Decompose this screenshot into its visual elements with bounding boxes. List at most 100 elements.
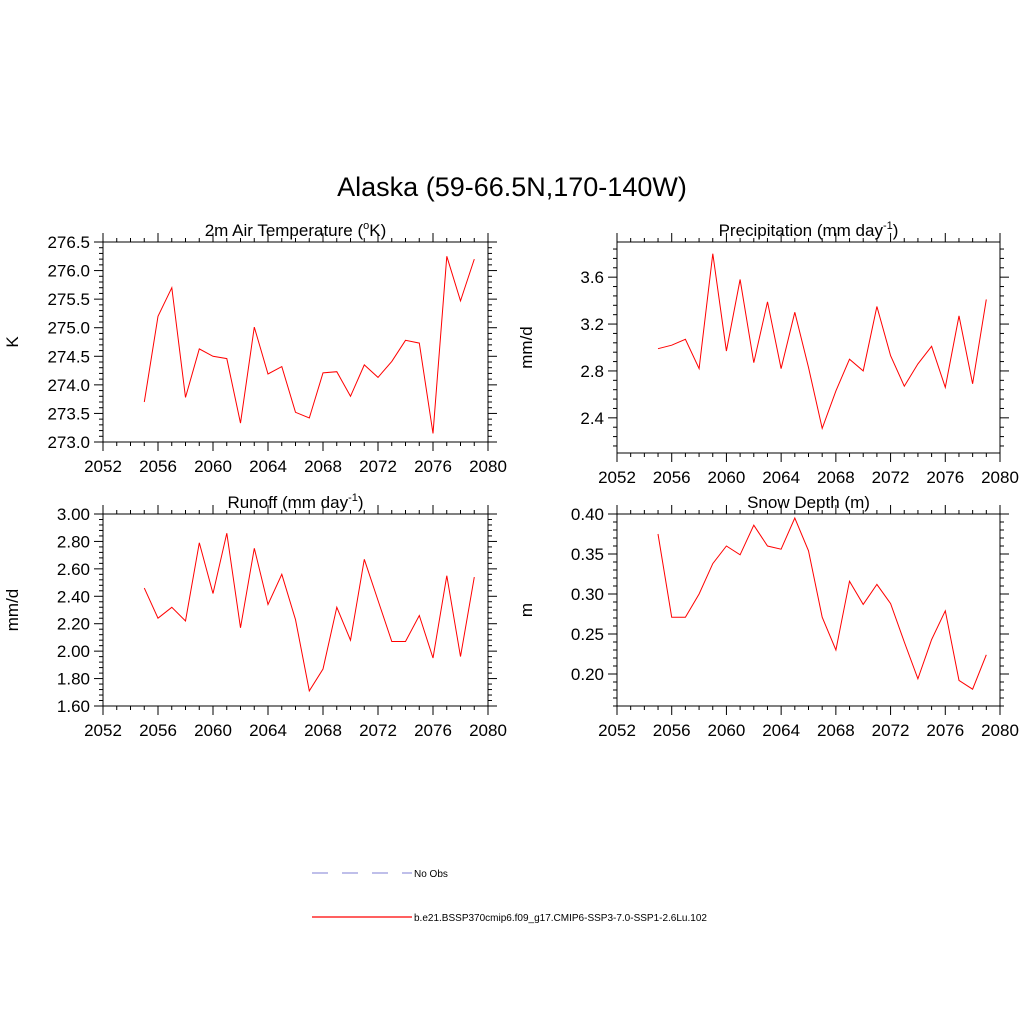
data-point: [944, 386, 947, 389]
data-point: [807, 366, 810, 369]
series-line: [657, 516, 987, 690]
y-tick-label: 274.5: [47, 347, 90, 366]
data-point: [739, 278, 742, 281]
data-point: [335, 370, 338, 373]
data-point: [875, 305, 878, 308]
x-tick-label: 2072: [359, 457, 397, 476]
data-point: [684, 616, 687, 619]
y-tick-label: 3.6: [580, 268, 604, 287]
data-point: [239, 626, 242, 629]
data-point: [390, 640, 393, 643]
y-tick-label: 0.35: [571, 545, 604, 564]
data-point: [390, 360, 393, 363]
data-point: [657, 533, 660, 536]
data-point: [916, 677, 919, 680]
data-point: [848, 358, 851, 361]
y-tick-label: 3.2: [580, 315, 604, 334]
data-point: [143, 401, 146, 404]
data-point: [752, 524, 755, 527]
data-point: [944, 609, 947, 612]
data-point: [807, 549, 810, 552]
y-tick-label: 273.5: [47, 404, 90, 423]
data-point: [670, 344, 673, 347]
y-tick-label: 1.80: [57, 670, 90, 689]
panel-title: Snow Depth (m): [747, 493, 870, 512]
x-tick-label: 2072: [872, 721, 910, 740]
data-point: [267, 603, 270, 606]
data-point: [322, 371, 325, 374]
x-tick-label: 2068: [817, 468, 855, 487]
data-point: [821, 616, 824, 619]
data-point: [280, 573, 283, 576]
plot-frame: [102, 513, 489, 707]
data-point: [363, 363, 366, 366]
panel-title: 2m Air Temperature (oK): [205, 220, 387, 240]
y-tick-label: 2.80: [57, 532, 90, 551]
panel-air-temperature: 2m Air Temperature (oK) K 2052 2056 2060 2064…: [3, 220, 507, 476]
x-tick-label: 2080: [469, 457, 507, 476]
x-tick-label: 2076: [414, 457, 452, 476]
x-tick-label: 2056: [653, 468, 691, 487]
data-point: [473, 576, 476, 579]
x-tick-label: 2064: [762, 468, 800, 487]
y-tick-label: 276.0: [47, 262, 90, 281]
data-point: [889, 602, 892, 605]
figure-title: Alaska (59-66.5N,170-140W): [337, 172, 687, 202]
data-point: [432, 657, 435, 660]
x-tick-label: 2064: [249, 721, 287, 740]
x-tick-label: 2080: [981, 721, 1019, 740]
data-point: [930, 345, 933, 348]
data-point: [267, 373, 270, 376]
data-point: [834, 389, 837, 392]
x-tick-label: 2068: [304, 721, 342, 740]
data-point: [793, 517, 796, 520]
x-tick-label: 2052: [598, 468, 636, 487]
data-point: [445, 574, 448, 577]
data-point: [711, 562, 714, 565]
y-tick-label: 3.00: [57, 505, 90, 524]
data-point: [404, 640, 407, 643]
data-point: [184, 619, 187, 622]
data-point: [294, 411, 297, 414]
y-tick-label: 273.0: [47, 433, 90, 452]
data-point: [198, 541, 201, 544]
data-point: [916, 362, 919, 365]
data-point: [143, 587, 146, 590]
data-point: [930, 638, 933, 641]
data-point: [459, 655, 462, 658]
panels: 2m Air Temperature (oK) K 2052 2056 2060 2064…: [3, 220, 1019, 740]
data-point: [157, 315, 160, 318]
y-axis-label: K: [3, 336, 22, 348]
data-point: [985, 653, 988, 656]
x-tick-label: 2060: [708, 721, 746, 740]
x-tick-label: 2060: [194, 457, 232, 476]
data-point: [834, 649, 837, 652]
data-point: [725, 350, 728, 353]
x-tick-label: 2072: [872, 468, 910, 487]
x-tick-label: 2060: [194, 721, 232, 740]
x-tick-label: 2064: [249, 457, 287, 476]
data-point: [752, 361, 755, 364]
y-tick-label: 1.60: [57, 697, 90, 716]
data-point: [698, 593, 701, 596]
y-tick-label: 2.4: [580, 409, 604, 428]
data-point: [418, 342, 421, 345]
data-point: [739, 553, 742, 556]
data-point: [780, 367, 783, 370]
data-point: [766, 545, 769, 548]
data-point: [212, 592, 215, 595]
data-point: [349, 639, 352, 642]
y-tick-label: 275.0: [47, 319, 90, 338]
y-tick-label: 2.00: [57, 642, 90, 661]
data-point: [308, 417, 311, 420]
data-point: [780, 548, 783, 551]
data-point: [459, 299, 462, 302]
data-point: [875, 583, 878, 586]
data-point: [280, 365, 283, 368]
x-tick-label: 2052: [84, 457, 122, 476]
data-point: [657, 347, 660, 350]
data-point: [225, 357, 228, 360]
data-point: [862, 369, 865, 372]
x-tick-label: 2056: [139, 457, 177, 476]
x-tick-label: 2080: [469, 721, 507, 740]
